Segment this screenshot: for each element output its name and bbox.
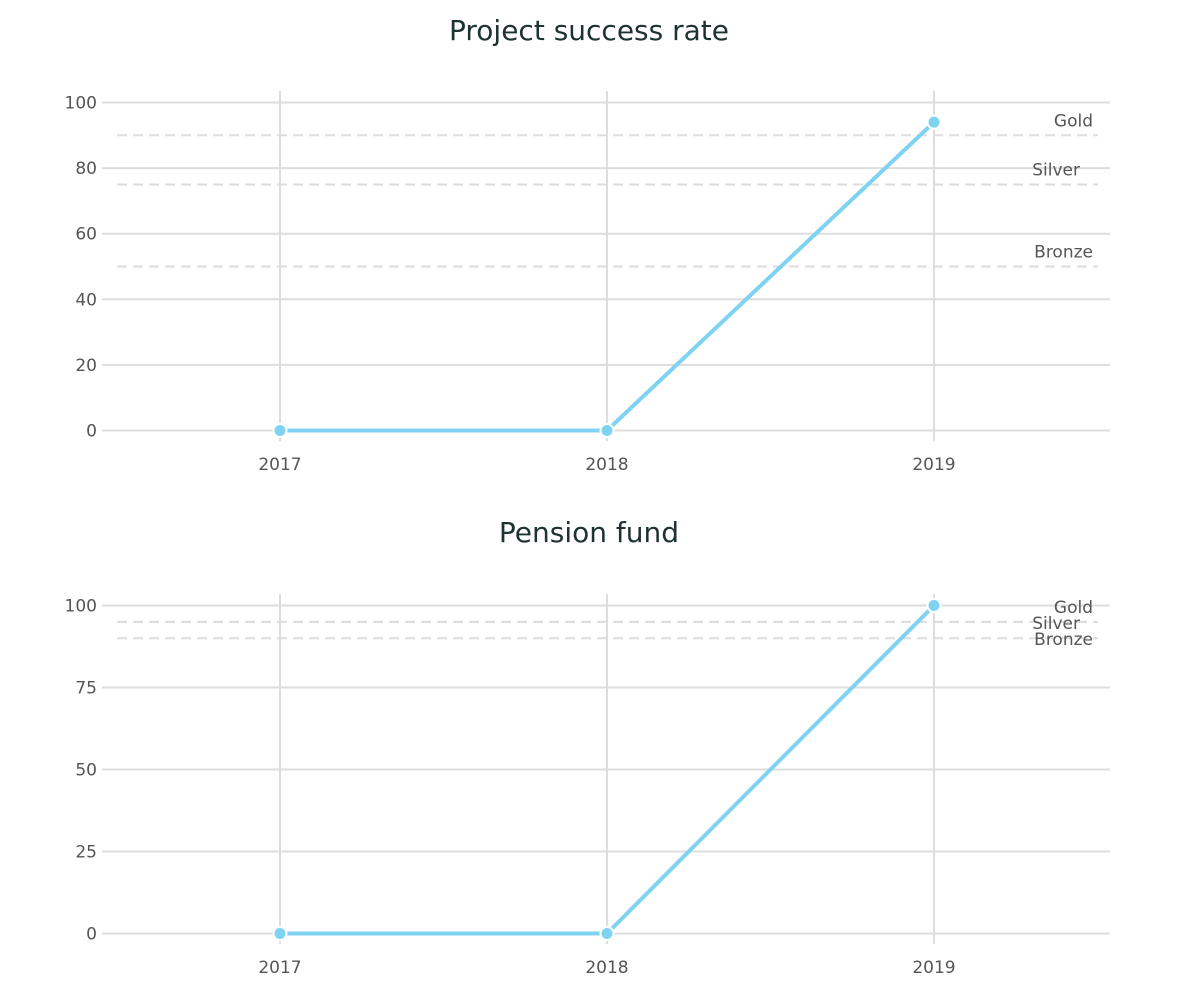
data-point[interactable] — [272, 423, 288, 438]
x-tick-label: 2018 — [585, 958, 628, 978]
threshold-label-gold: Gold — [1054, 598, 1093, 618]
threshold-label-bronze: Bronze — [1034, 630, 1093, 650]
grid — [102, 91, 1110, 441]
threshold-label-gold: Gold — [1054, 111, 1093, 131]
grid — [102, 594, 1110, 944]
y-tick-label: 0 — [86, 422, 97, 442]
y-tick-label: 20 — [75, 356, 97, 376]
x-tick-label: 2019 — [912, 958, 955, 978]
y-tick-label: 50 — [75, 761, 97, 781]
x-tick-label: 2017 — [258, 958, 301, 978]
chart-title: Project success rate — [449, 14, 729, 47]
threshold-label-silver: Silver — [1032, 161, 1080, 181]
threshold-lines — [117, 620, 1098, 640]
data-point[interactable] — [272, 926, 288, 941]
data-point[interactable] — [926, 114, 942, 130]
y-tick-label: 40 — [75, 290, 97, 310]
threshold-label-bronze: Bronze — [1034, 243, 1093, 263]
x-tick-label: 2018 — [585, 455, 628, 475]
data-point[interactable] — [926, 598, 942, 613]
y-tick-label: 80 — [75, 159, 97, 179]
project-success-rate-chart: Project success rate 0 20 40 60 80 100 2017 201… — [65, 14, 1110, 475]
data-point[interactable] — [599, 423, 615, 438]
threshold-lines — [117, 134, 1098, 268]
y-tick-label: 60 — [75, 225, 97, 245]
y-tick-label: 25 — [75, 843, 97, 863]
y-tick-label: 0 — [86, 925, 97, 945]
y-tick-label: 100 — [65, 597, 97, 617]
y-tick-label: 75 — [75, 679, 97, 699]
x-tick-label: 2019 — [912, 455, 955, 475]
data-point[interactable] — [599, 926, 615, 941]
threshold-label-silver: Silver — [1032, 614, 1080, 634]
y-tick-label: 100 — [65, 94, 97, 114]
x-tick-label: 2017 — [258, 455, 301, 475]
pension-fund-chart: Pension fund 0 25 50 75 100 2017 2018 2019 GoldS… — [65, 516, 1110, 978]
chart-title: Pension fund — [499, 516, 679, 549]
